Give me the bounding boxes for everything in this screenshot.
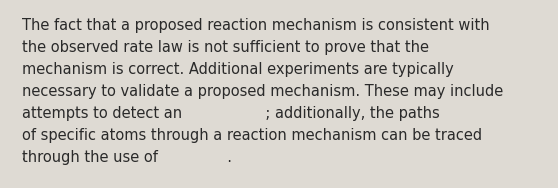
Text: necessary to validate a proposed mechanism. These may include: necessary to validate a proposed mechani… <box>22 84 503 99</box>
Text: attempts to detect an                  ; additionally, the paths: attempts to detect an ; additionally, th… <box>22 106 440 121</box>
Text: the observed rate law is not sufficient to prove that the: the observed rate law is not sufficient … <box>22 40 429 55</box>
Text: mechanism is correct. Additional experiments are typically: mechanism is correct. Additional experim… <box>22 62 454 77</box>
Text: of specific atoms through a reaction mechanism can be traced: of specific atoms through a reaction mec… <box>22 128 482 143</box>
Text: through the use of               .: through the use of . <box>22 150 232 165</box>
Text: The fact that a proposed reaction mechanism is consistent with: The fact that a proposed reaction mechan… <box>22 18 489 33</box>
